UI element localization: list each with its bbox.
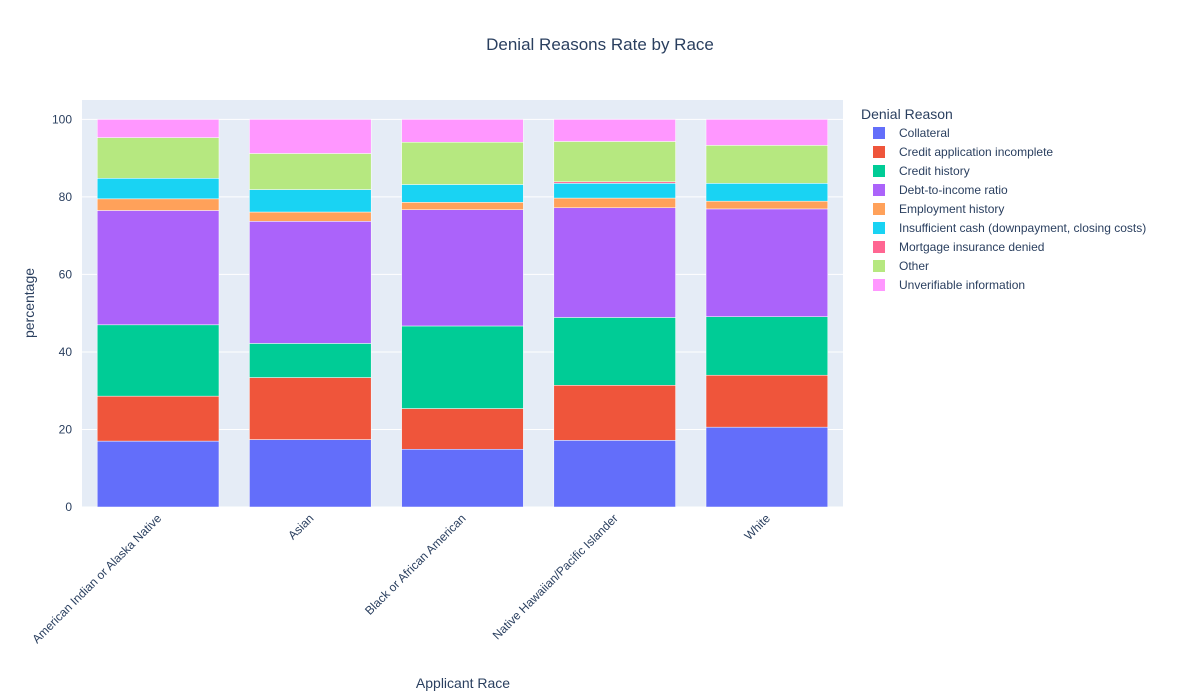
bar-segment [553, 207, 676, 318]
bar-segment [249, 343, 372, 378]
bar-segment [96, 198, 220, 211]
bar-segment [96, 178, 220, 200]
bar-segment [249, 211, 372, 222]
legend-item: Unverifiable information [873, 278, 1025, 292]
bar-segment [96, 395, 220, 442]
legend-label: Insufficient cash (downpayment, closing … [899, 221, 1146, 235]
legend-label: Debt-to-income ratio [899, 183, 1008, 197]
bar-segment [249, 221, 372, 344]
legend-label: Mortgage insurance denied [899, 240, 1044, 254]
legend-label: Collateral [899, 126, 950, 140]
bar-segment [401, 448, 524, 508]
bar-segment [401, 325, 524, 409]
legend-item: Insufficient cash (downpayment, closing … [873, 221, 1146, 235]
legend-swatch [873, 165, 885, 177]
bar-segment [401, 202, 524, 210]
bar-segment [249, 377, 372, 440]
bar-segment [96, 119, 220, 138]
legend: Denial Reason Collateral Credit applicati… [861, 106, 1146, 292]
bar-segment [401, 408, 524, 450]
bar-segment [401, 119, 524, 143]
legend-swatch [873, 222, 885, 234]
y-tick-label: 80 [59, 190, 73, 204]
chart-title: Denial Reasons Rate by Race [486, 35, 714, 54]
bar-segment [249, 119, 372, 154]
bar-segment [249, 189, 372, 213]
bar-segment [553, 385, 676, 441]
legend-swatch [873, 184, 885, 196]
x-tick-label: American Indian or Alaska Native [29, 511, 164, 646]
bar-segment [705, 208, 829, 317]
bar-segment [401, 209, 524, 327]
x-axis-title: Applicant Race [416, 675, 510, 691]
bar-segment [705, 119, 829, 146]
legend-item: Credit application incomplete [873, 145, 1053, 159]
legend-title: Denial Reason [861, 106, 953, 122]
legend-swatch [873, 260, 885, 272]
legend-label: Credit application incomplete [899, 145, 1053, 159]
legend-item: Employment history [873, 202, 1004, 216]
legend-swatch [873, 241, 885, 253]
y-tick-label: 0 [65, 500, 72, 514]
y-axis-title: percentage [21, 268, 37, 338]
legend-item: Mortgage insurance denied [873, 240, 1044, 254]
bar-segment [553, 183, 676, 199]
plot-area: 0 20 40 60 80 100 American Indian or Alaska Na… [29, 100, 843, 646]
bar-segment [705, 426, 829, 508]
x-tick-label: Asian [285, 511, 316, 542]
bar-segment [249, 439, 372, 508]
bar-segment [96, 137, 220, 179]
bar-segment [705, 200, 829, 210]
legend-label: Unverifiable information [899, 278, 1025, 292]
legend-label: Other [899, 259, 929, 273]
bar-segment [553, 440, 676, 508]
y-tick-label: 20 [59, 422, 73, 436]
legend-item: Collateral [873, 126, 950, 140]
x-tick-label: Black or African American [362, 511, 469, 618]
bar-segment [249, 153, 372, 190]
x-tick-label: Native Hawaiian/Pacific Islander [490, 511, 621, 642]
legend-swatch [873, 127, 885, 139]
bar-segment [705, 316, 829, 376]
legend-item: Other [873, 259, 929, 273]
legend-label: Employment history [899, 202, 1004, 216]
legend-swatch [873, 279, 885, 291]
bar-segment [553, 119, 676, 142]
bar-segment [705, 183, 829, 202]
legend-swatch [873, 203, 885, 215]
bar-segment [553, 317, 676, 386]
x-tick-label: White [741, 511, 773, 543]
bar-segment [96, 324, 220, 397]
legend-swatch [873, 146, 885, 158]
bar-segment [705, 145, 829, 184]
bar-segment [705, 374, 829, 428]
bar-segment [401, 142, 524, 185]
legend-label: Credit history [899, 164, 970, 178]
y-tick-label: 40 [59, 345, 73, 359]
bar-segment [553, 141, 676, 183]
bar-segment [96, 210, 220, 326]
legend-item: Credit history [873, 164, 970, 178]
legend-item: Debt-to-income ratio [873, 183, 1008, 197]
bar-segment [401, 184, 524, 203]
bar-segment [553, 197, 676, 209]
bar-segment [96, 440, 220, 508]
y-tick-label: 100 [52, 112, 72, 126]
y-tick-label: 60 [59, 267, 73, 281]
